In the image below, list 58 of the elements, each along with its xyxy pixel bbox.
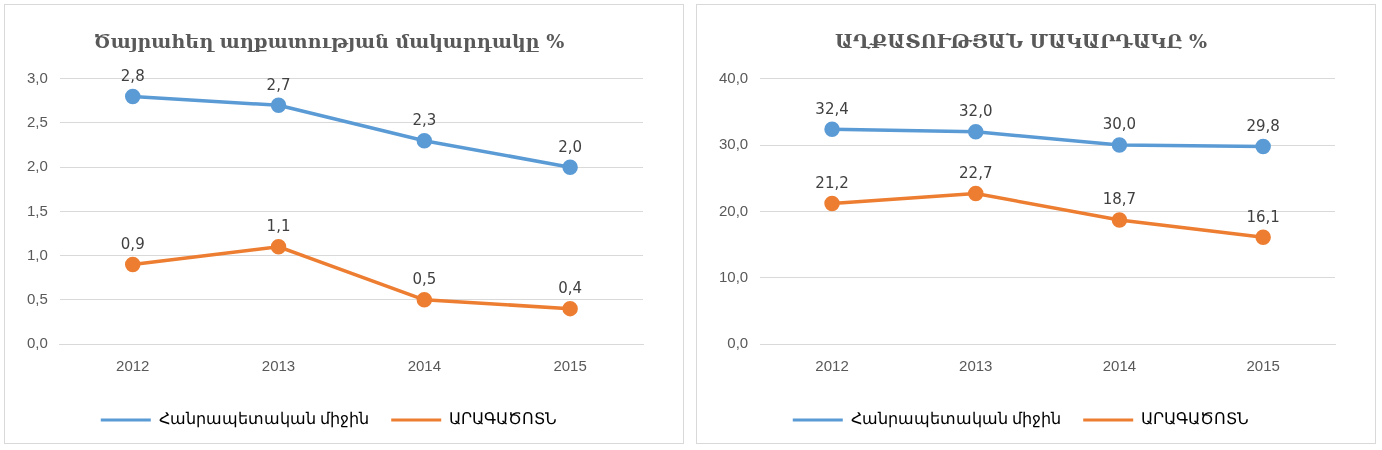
point xyxy=(125,256,141,273)
point xyxy=(1255,138,1271,155)
point xyxy=(968,185,984,202)
point xyxy=(270,97,287,114)
x-tick-label: 2015 xyxy=(553,357,587,375)
data-label: 0,5 xyxy=(412,270,437,289)
y-tick-label: 40,0 xyxy=(718,68,749,86)
y-tick-label: 20,0 xyxy=(718,201,749,219)
y-tick-label: 30,0 xyxy=(718,135,749,153)
x-tick-label: 2012 xyxy=(116,357,150,375)
point xyxy=(416,132,433,149)
data-label: 0,4 xyxy=(558,279,583,298)
x-tick-label: 2014 xyxy=(1102,357,1137,375)
y-tick-label: 2,5 xyxy=(26,113,48,131)
data-label: 16,1 xyxy=(1246,207,1280,226)
point xyxy=(1111,137,1128,153)
data-label: 2,8 xyxy=(120,66,145,85)
chart-title: Ծայրահեղ աղքատության մակարդակը % xyxy=(93,30,565,53)
data-label: 1,1 xyxy=(266,217,291,236)
point xyxy=(416,292,433,308)
y-tick-label: 2,0 xyxy=(26,157,48,175)
y-tick-label: 1,5 xyxy=(26,201,48,219)
point xyxy=(968,124,984,140)
data-label: 22,7 xyxy=(959,163,993,182)
y-tick-label: 10,0 xyxy=(718,267,749,285)
legend-label: ԱՐԱԳԱԾՈՏՆ xyxy=(449,410,558,428)
y-tick-label: 1,0 xyxy=(26,245,48,263)
data-label: 32,4 xyxy=(815,99,849,118)
legend-label: ԱՐԱԳԱԾՈՏՆ xyxy=(1141,410,1250,428)
y-tick-label: 0,5 xyxy=(26,289,48,307)
x-tick-label: 2012 xyxy=(815,357,849,375)
point xyxy=(270,239,287,255)
data-label: 0,9 xyxy=(120,234,145,253)
data-label: 32,0 xyxy=(959,102,993,121)
data-label: 29,8 xyxy=(1246,116,1280,135)
data-label: 2,3 xyxy=(412,111,437,130)
data-label: 18,7 xyxy=(1102,190,1137,209)
data-label: 21,2 xyxy=(815,173,849,192)
point xyxy=(824,195,840,212)
chart-title: ԱՂՔԱՏՈՒԹՅԱՆ ՄԱԿԱՐԴԱԿԸ % xyxy=(834,30,1208,53)
point xyxy=(125,88,141,105)
data-label: 2,0 xyxy=(558,137,583,156)
y-tick-label: 0,0 xyxy=(727,334,749,352)
x-tick-label: 2013 xyxy=(959,357,993,375)
point xyxy=(562,159,578,175)
x-tick-label: 2013 xyxy=(261,357,296,375)
data-label: 2,7 xyxy=(266,75,291,94)
point xyxy=(824,121,840,137)
x-tick-label: 2015 xyxy=(1246,357,1280,375)
legend-label: Հանրապետական միջին xyxy=(158,410,370,429)
x-tick-label: 2014 xyxy=(407,357,442,375)
data-label: 30,0 xyxy=(1102,115,1137,134)
point xyxy=(1111,212,1128,228)
y-tick-label: 0,0 xyxy=(26,334,48,352)
legend-label: Հանրապետական միջին xyxy=(850,410,1062,429)
point xyxy=(562,300,578,317)
y-tick-label: 3,0 xyxy=(26,68,48,86)
point xyxy=(1255,229,1271,246)
